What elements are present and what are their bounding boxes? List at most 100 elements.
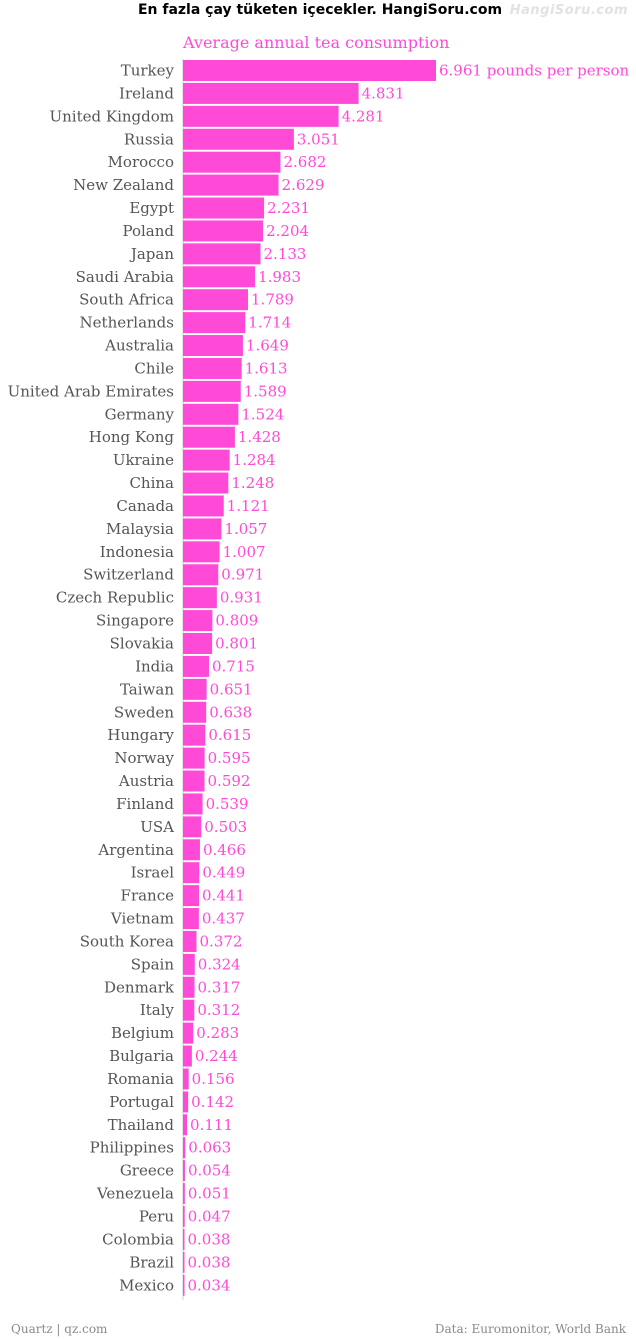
category-label: Philippines [90,1139,174,1157]
value-label: 1.524 [241,405,284,423]
value-label: 2.133 [264,245,307,263]
category-label: Switzerland [83,566,174,584]
bar [183,1114,188,1136]
category-label: Saudi Arabia [76,268,174,286]
category-label: Germany [105,405,175,423]
category-label: United Arab Emirates [8,382,174,400]
category-label: Argentina [97,841,174,859]
value-label: 3.051 [297,130,340,148]
category-label: Morocco [108,153,174,171]
category-label: Belgium [111,1024,174,1042]
bar [183,953,195,975]
value-label: 0.809 [215,612,258,630]
bar [183,426,235,448]
category-label: South Africa [79,291,174,309]
value-label: 2.231 [267,199,310,217]
value-label: 0.283 [196,1024,239,1042]
value-label: 0.038 [188,1253,231,1271]
category-label: USA [140,818,174,836]
bar [183,289,249,311]
bar [183,1091,189,1113]
category-label: India [135,657,174,675]
value-label: 0.592 [208,772,251,790]
value-label: 0.715 [212,657,255,675]
value-label: 0.437 [202,910,245,928]
category-label: Canada [116,497,174,515]
category-label: Bulgaria [109,1047,174,1065]
category-label: Taiwan [120,680,174,698]
value-label: 1.613 [245,359,288,377]
value-label: 2.204 [266,222,309,240]
category-label: Netherlands [80,314,174,332]
category-label: Indonesia [100,543,174,561]
value-label: 2.629 [282,176,325,194]
bar [183,930,197,952]
bar [183,1228,185,1250]
bar [183,197,265,219]
value-label: 0.054 [188,1162,231,1180]
category-label: Singapore [96,612,174,630]
category-label: Vietnam [110,910,174,928]
value-label: 1.589 [244,382,287,400]
category-label: Russia [124,130,174,148]
bar [183,633,213,654]
value-label: 0.372 [200,932,243,950]
bar [183,564,219,586]
category-label: Denmark [104,978,175,996]
chart-title: Average annual tea consumption [183,33,450,52]
value-label: 0.047 [188,1208,231,1226]
bar [183,587,217,609]
bar [183,655,209,677]
category-label: Turkey [121,62,175,80]
category-label: Austria [118,772,174,790]
value-label: 1.983 [258,268,301,286]
bar [183,518,222,540]
bar [183,243,261,265]
footer-source-left: Quartz | qz.com [11,1322,108,1336]
bar [183,220,264,242]
value-label: 0.971 [221,566,264,584]
category-label: China [129,474,174,492]
value-label: 0.651 [210,680,253,698]
bar [183,701,207,723]
category-label: Mexico [119,1276,174,1294]
page-title: En fazla çay tüketen içecekler. HangiSor… [137,2,503,18]
category-label: France [121,887,175,905]
category-label: Ukraine [113,451,174,469]
value-label: 0.615 [208,726,251,744]
value-label: 1.121 [227,497,270,515]
bar [183,862,200,884]
category-label: Finland [116,795,174,813]
category-label: Malaysia [106,520,174,538]
category-label: Brazil [129,1253,174,1271]
bar [183,610,213,632]
category-label: Colombia [102,1230,174,1248]
value-label: 0.801 [215,635,258,653]
bar [183,174,279,196]
bar [183,1137,186,1159]
value-label: 0.324 [198,955,241,973]
value-label: 0.111 [190,1116,233,1134]
value-label: 0.051 [188,1185,231,1203]
bar [183,128,294,150]
bar [183,1022,194,1044]
bar [183,312,246,334]
bar [183,266,256,288]
value-label: 1.789 [251,291,294,309]
category-label: Japan [129,245,175,263]
value-label: 0.931 [220,589,263,607]
value-label: 0.539 [206,795,249,813]
bar [183,1274,185,1296]
bar [183,403,239,425]
bar [183,495,224,517]
value-label: 1.248 [231,474,274,492]
bar [183,678,207,700]
footer-source-right: Data: Euromonitor, World Bank [434,1322,626,1336]
value-label: 1.007 [223,543,266,561]
category-label: Italy [140,1001,175,1019]
value-label: 1.284 [233,451,276,469]
bar [183,1045,192,1067]
value-label: 0.441 [202,887,245,905]
category-label: Egypt [129,199,174,217]
